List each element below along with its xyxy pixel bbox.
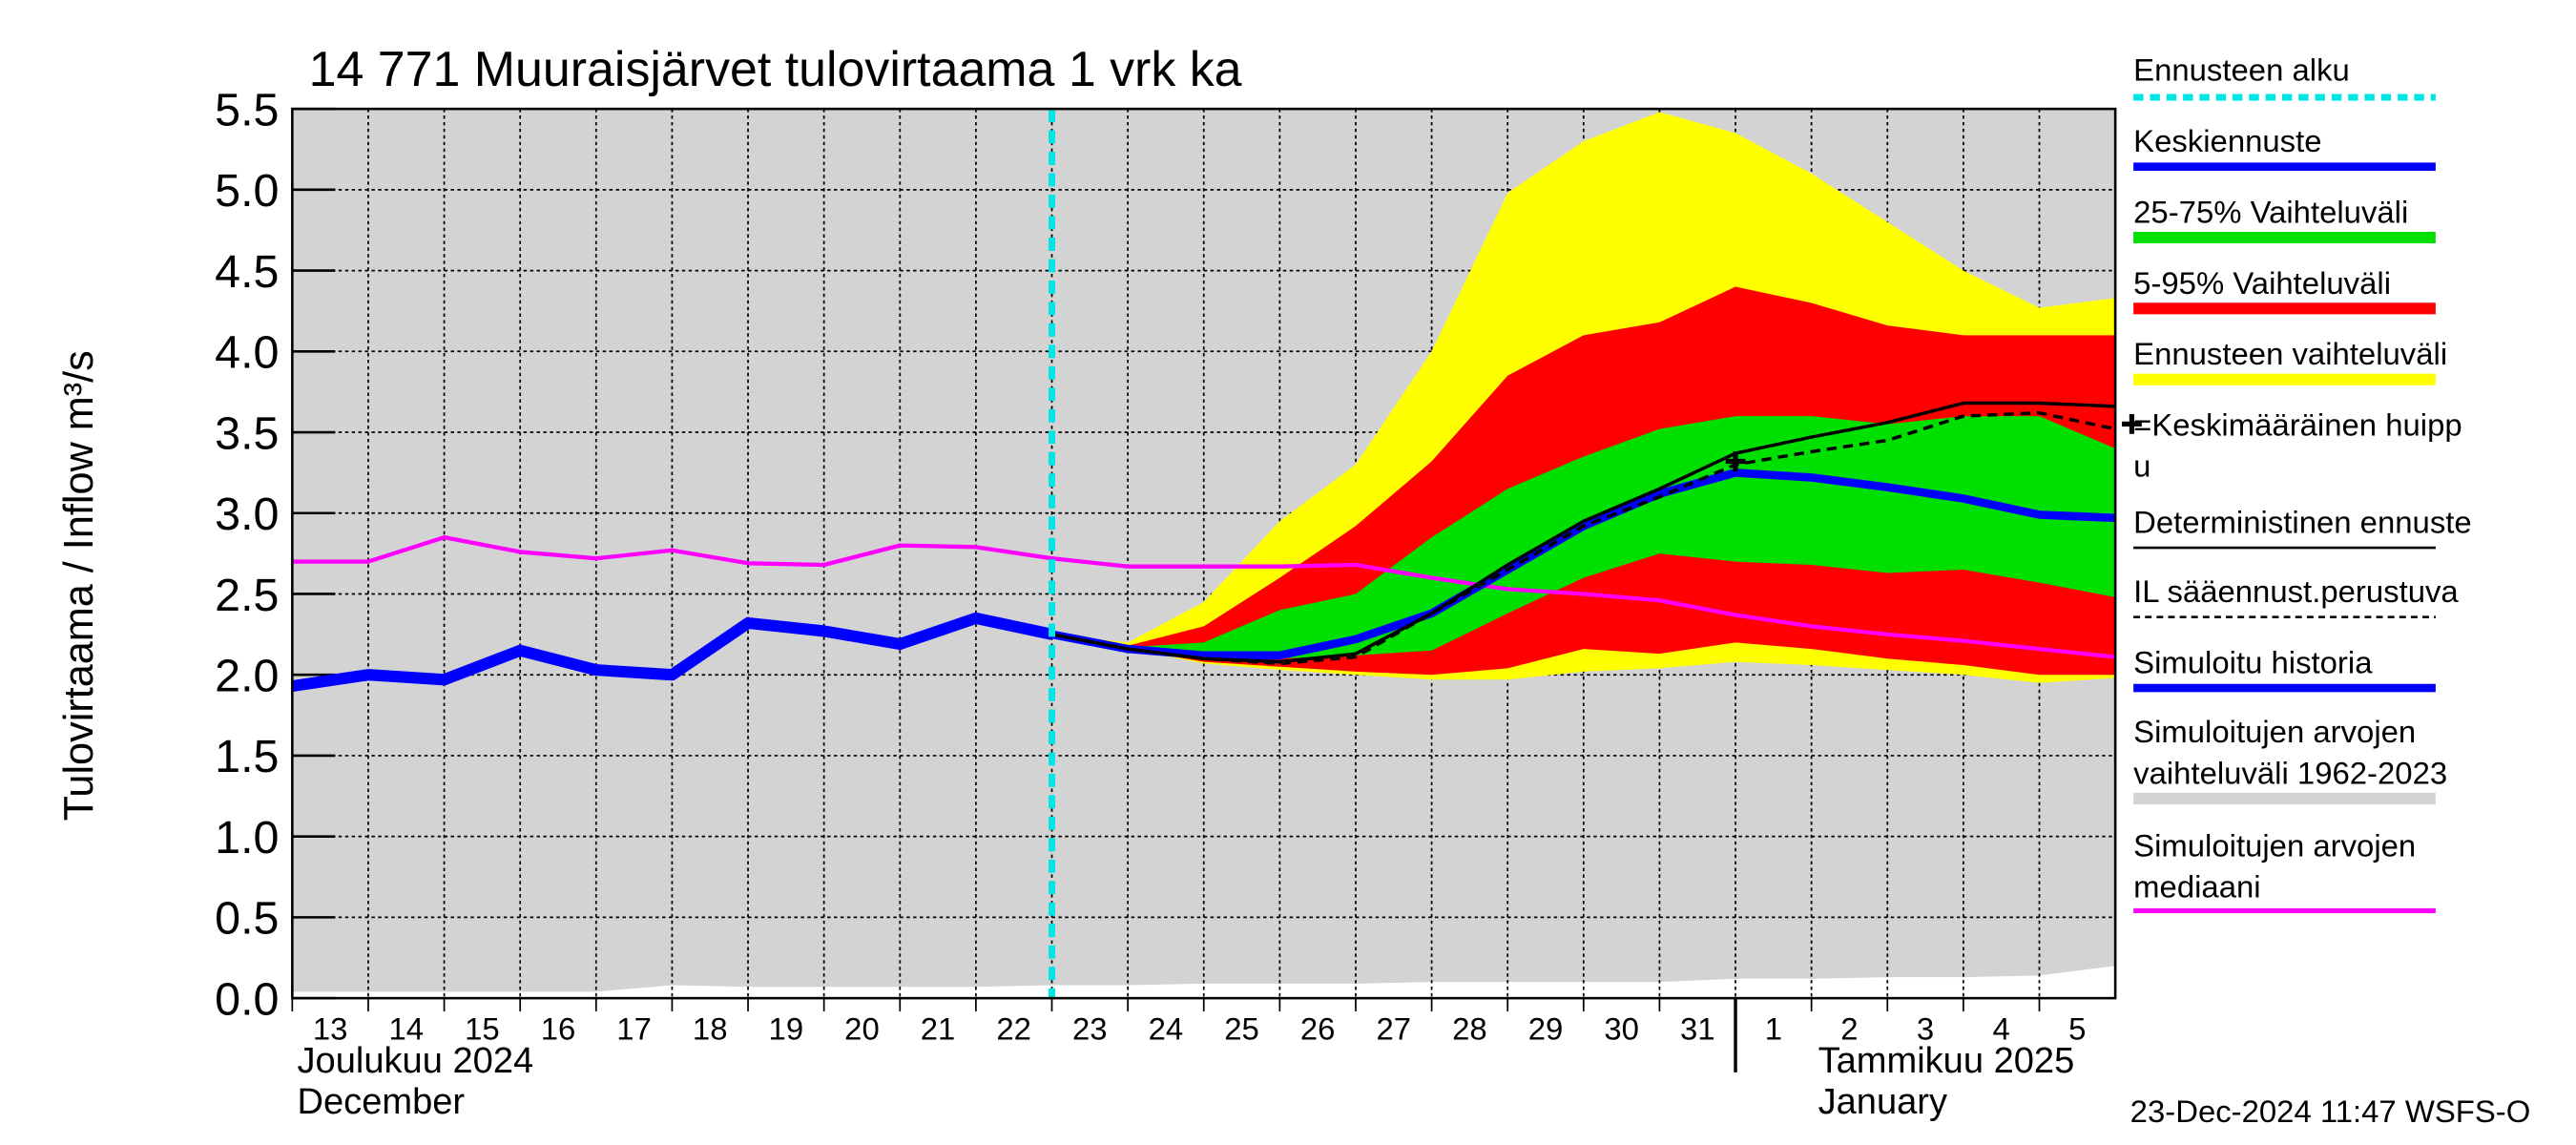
y-tick-label: 2.5 [215,570,279,621]
legend-label: 25-75% Vaihteluväli [2133,194,2408,229]
x-tick-label: 30 [1604,1010,1639,1046]
x-tick-label: 20 [844,1010,880,1046]
x-tick-label: 15 [465,1010,500,1046]
series-line [291,612,1053,693]
x-tick-label: 1 [1765,1010,1782,1046]
y-tick-label: 1.5 [215,731,279,782]
x-tick-label: 16 [541,1010,576,1046]
month-label: Tammikuu 2025 [1818,1041,2075,1081]
x-tick-label: 24 [1149,1010,1184,1046]
peak-marker [1725,451,1746,471]
x-tick-label: 3 [1917,1010,1934,1046]
series-line [292,535,2116,659]
y-tick-label: 3.0 [215,489,279,540]
chart-title: 14 771 Muuraisjärvet tulovirtaama 1 vrk … [309,41,1242,96]
legend-label: =Keskimääräinen huipp u [2133,406,2462,483]
legend-label: Deterministinen ennuste [2133,505,2472,540]
x-tick-label: 5 [2068,1010,2086,1046]
y-tick-label: 3.5 [215,407,279,459]
x-tick-label: 14 [388,1010,424,1046]
x-tick-label: 23 [1072,1010,1108,1046]
y-tick-label: 5.5 [215,84,279,135]
legend-label: Simuloitujen arvojen vaihteluväli 1962-20… [2133,714,2447,790]
y-tick-label: 0.0 [215,973,279,1025]
x-tick-label: 22 [996,1010,1031,1046]
y-tick-label: 4.5 [215,246,279,298]
y-tick-label: 1.0 [215,812,279,864]
x-tick-label: 2 [1840,1010,1858,1046]
legend-label: IL sääennust.perustuva [2133,573,2459,609]
legend-label: Ennusteen vaihteluväli [2133,336,2447,371]
x-tick-label: 26 [1300,1010,1336,1046]
series-line [1051,410,2116,666]
series-line [1051,401,2116,664]
x-tick-label: 29 [1528,1010,1564,1046]
x-tick-label: 28 [1452,1010,1487,1046]
legend-swatch [2122,414,2142,434]
y-tick-label: 5.0 [215,165,279,217]
month-label: December [298,1082,466,1122]
y-tick-label: 2.0 [215,651,279,702]
x-tick-label: 27 [1376,1010,1411,1046]
x-tick-label: 17 [616,1010,652,1046]
y-axis-label: Tulovirtaama / Inflow m³/s [56,350,102,821]
x-tick-label: 4 [1993,1010,2010,1046]
y-tick-label: 4.0 [215,327,279,379]
legend-label: Simuloitujen arvojen mediaani [2133,827,2416,904]
legend-label: Keskiennuste [2133,123,2321,158]
x-tick-label: 13 [313,1010,348,1046]
forecast-band [1051,416,2116,659]
y-tick-label: 0.5 [215,893,279,945]
x-tick-label: 21 [921,1010,956,1046]
legend-label: 5-95% Vaihteluväli [2133,265,2391,301]
x-tick-label: 19 [769,1010,804,1046]
x-tick-label: 18 [693,1010,728,1046]
month-label: January [1818,1082,1947,1122]
x-tick-label: 25 [1224,1010,1259,1046]
x-tick-label: 31 [1680,1010,1715,1046]
legend-label: Simuloitu historia [2133,644,2373,679]
timestamp: 23-Dec-2024 11:47 WSFS-O [2130,1093,2531,1129]
month-label: Joulukuu 2024 [298,1041,534,1081]
legend-label: Ennusteen alku [2133,52,2350,88]
